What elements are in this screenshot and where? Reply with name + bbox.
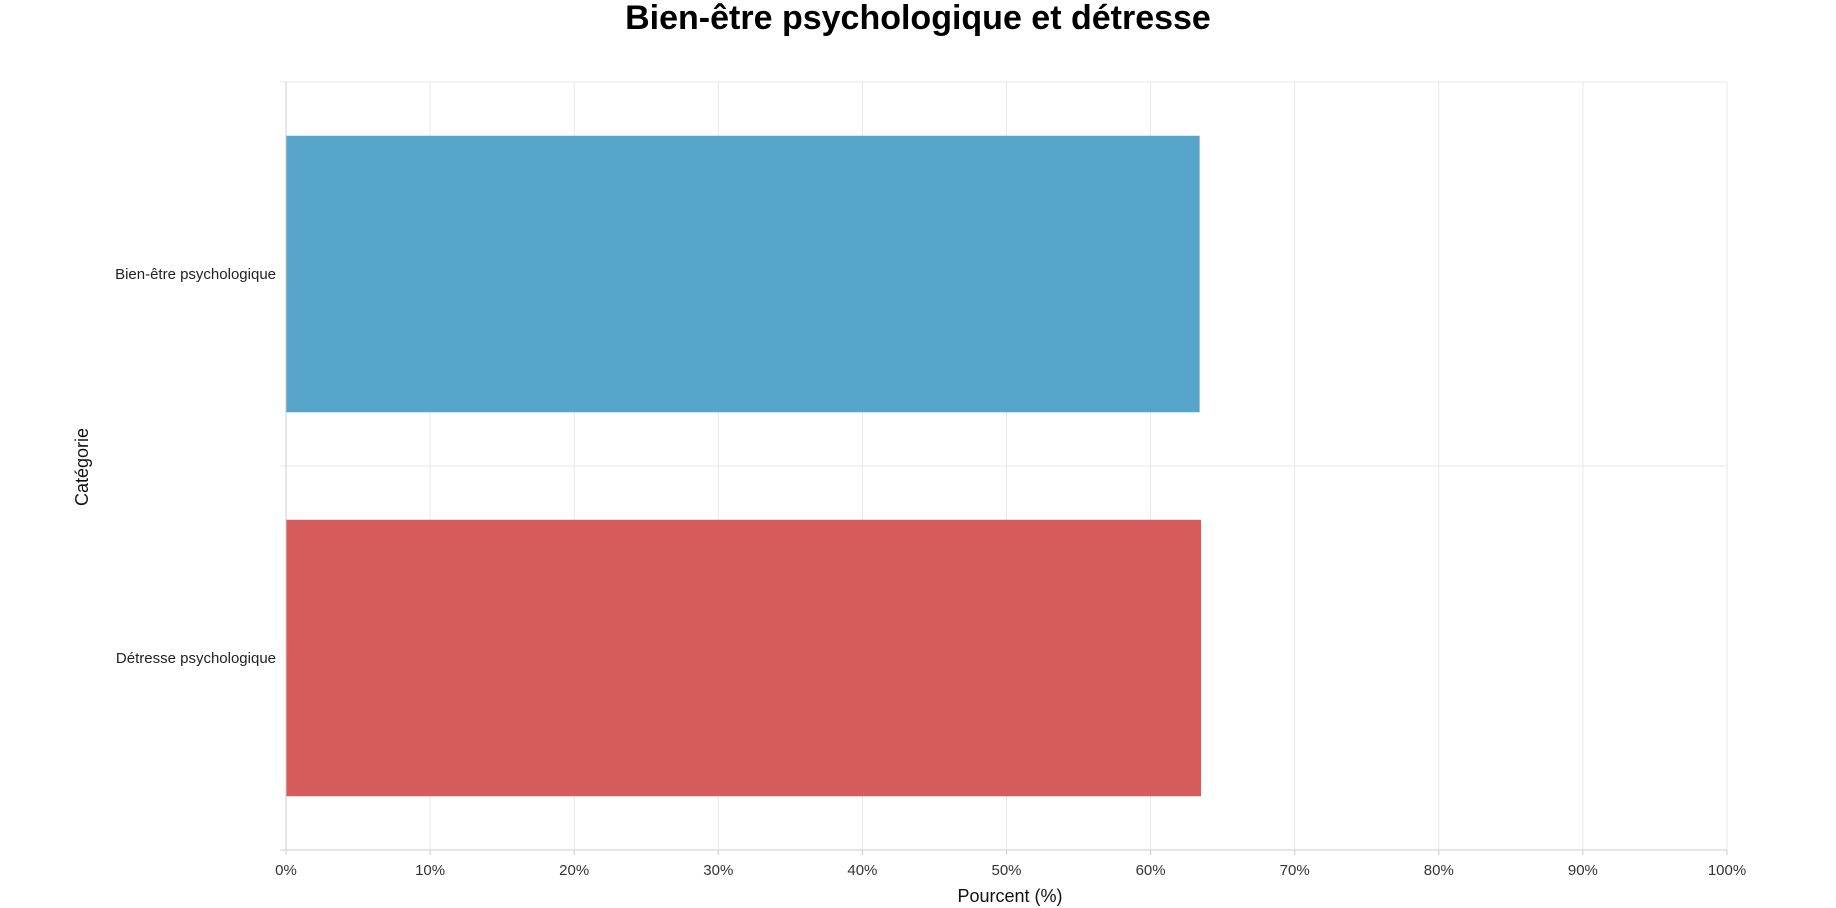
y-axis-title: Catégorie: [72, 428, 92, 506]
axes: [285, 82, 1728, 855]
category-label: Détresse psychologique: [116, 650, 276, 667]
x-axis-title: Pourcent (%): [957, 886, 1062, 906]
x-tick-label: 60%: [1136, 862, 1166, 879]
x-tick-label: 50%: [991, 862, 1021, 879]
bar: [286, 519, 1202, 797]
x-tick-label: 10%: [415, 862, 445, 879]
x-tick-label: 90%: [1568, 862, 1598, 879]
x-tick-label: 30%: [703, 862, 733, 879]
x-tick-label: 100%: [1708, 862, 1746, 879]
bars: [286, 135, 1202, 797]
category-label: Bien-être psychologique: [115, 266, 276, 283]
chart-title: Bien-être psychologique et détresse: [625, 0, 1211, 37]
x-tick-label: 20%: [559, 862, 589, 879]
x-tick-label: 0%: [275, 862, 297, 879]
x-tick-labels: 0% 10% 20% 30% 40% 50% 60% 70% 80% 90% 100%: [275, 862, 1746, 879]
x-tick-label: 70%: [1280, 862, 1310, 879]
x-tick-label: 40%: [847, 862, 877, 879]
category-labels: Bien-être psychologique Détresse psycholo…: [115, 266, 276, 667]
x-tick-label: 80%: [1424, 862, 1454, 879]
bar: [286, 135, 1200, 413]
